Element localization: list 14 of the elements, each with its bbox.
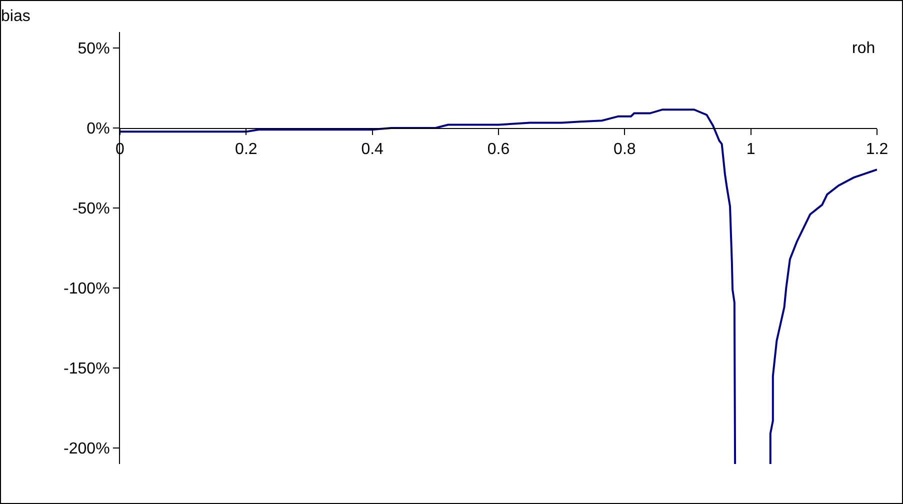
- x-tick-label: 0.2: [235, 141, 258, 158]
- x-tick-label: 0.8: [614, 141, 636, 158]
- x-axis-title: roh: [852, 40, 876, 57]
- x-tick-label: 1: [746, 141, 756, 158]
- y-tick-label: -150%: [64, 360, 110, 378]
- x-tick-label: 1.2: [866, 141, 888, 158]
- y-tick-label: -200%: [64, 440, 110, 458]
- y-tick-label: 0%: [86, 120, 110, 138]
- x-tick-label: 0.6: [487, 141, 510, 158]
- y-tick-label: -50%: [72, 200, 110, 218]
- y-axis-title: bias: [1, 8, 30, 25]
- y-tick-label: -100%: [64, 280, 110, 298]
- x-tick-label: 0.4: [361, 141, 384, 158]
- y-tick-label: 50%: [78, 40, 110, 58]
